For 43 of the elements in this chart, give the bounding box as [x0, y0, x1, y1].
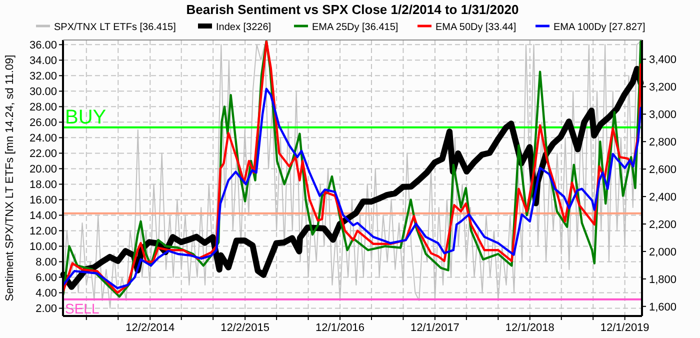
y-tick-label: 32.00 [29, 70, 57, 83]
y-tick-label: 4.00 [36, 288, 57, 300]
y-tick-label: 16.00 [29, 194, 57, 207]
y-tick-label: 14.00 [29, 210, 57, 222]
y2-tick-label: 2,400 [649, 192, 677, 204]
x-tick-label: 12/1/2019 [600, 322, 650, 334]
y-tick-label: 2.00 [36, 303, 57, 316]
y-tick-label: 34.00 [29, 55, 57, 68]
y2-tick-label: 3,000 [649, 109, 677, 122]
y2-tick-label: 2,000 [649, 246, 677, 258]
y-tick-label: 12.00 [29, 226, 57, 238]
y-tick-label: 6.00 [36, 272, 57, 284]
y2-tick-label: 3,400 [649, 54, 677, 66]
ref-line-label: SELL [65, 300, 100, 316]
x-tick-label: 12/1/2016 [316, 322, 364, 334]
x-tick-label: 12/1/2017 [410, 322, 460, 334]
y-tick-label: 18.00 [29, 179, 57, 192]
y2-tick-label: 2,800 [649, 136, 677, 149]
y2-tick-label: 2,200 [649, 219, 677, 231]
y-tick-label: 26.00 [29, 117, 57, 130]
y-tick-label: 36.00 [29, 40, 57, 52]
y-tick-label: 24.00 [29, 132, 57, 145]
chart-title: Bearish Sentiment vs SPX Close 1/2/2014 to 1/31/2020 [186, 2, 519, 17]
y2-tick-label: 1,600 [649, 301, 677, 314]
legend-label: EMA 50Dy [33.44] [436, 22, 516, 33]
y-axis-title: Sentiment SPX/TNX LT ETFs [mn 14.24, sd 11.09] [4, 54, 16, 302]
legend-label: EMA 100Dy [27.827] [554, 22, 646, 33]
y2-tick-label: 1,800 [649, 274, 677, 286]
x-tick-label: 12/2/2014 [126, 322, 175, 334]
y-tick-label: 8.00 [36, 256, 57, 269]
x-tick-label: 12/1/2018 [505, 322, 554, 334]
x-tick-label: 12/2/2015 [220, 322, 270, 334]
ref-line-label: BUY [65, 106, 106, 128]
y-tick-label: 22.00 [29, 148, 57, 160]
legend-label: EMA 25Dy [36.415] [312, 22, 398, 33]
legend-label: Index [3226] [216, 22, 272, 33]
y-tick-label: 30.00 [29, 86, 57, 98]
y2-tick-label: 2,600 [649, 164, 677, 176]
y-tick-label: 20.00 [29, 164, 57, 176]
y-tick-label: 28.00 [29, 102, 57, 114]
y2-tick-label: 3,200 [649, 82, 677, 94]
y-tick-label: 10.00 [29, 241, 57, 254]
legend-label: SPX/TNX LT ETFs [36.415] [54, 22, 176, 33]
